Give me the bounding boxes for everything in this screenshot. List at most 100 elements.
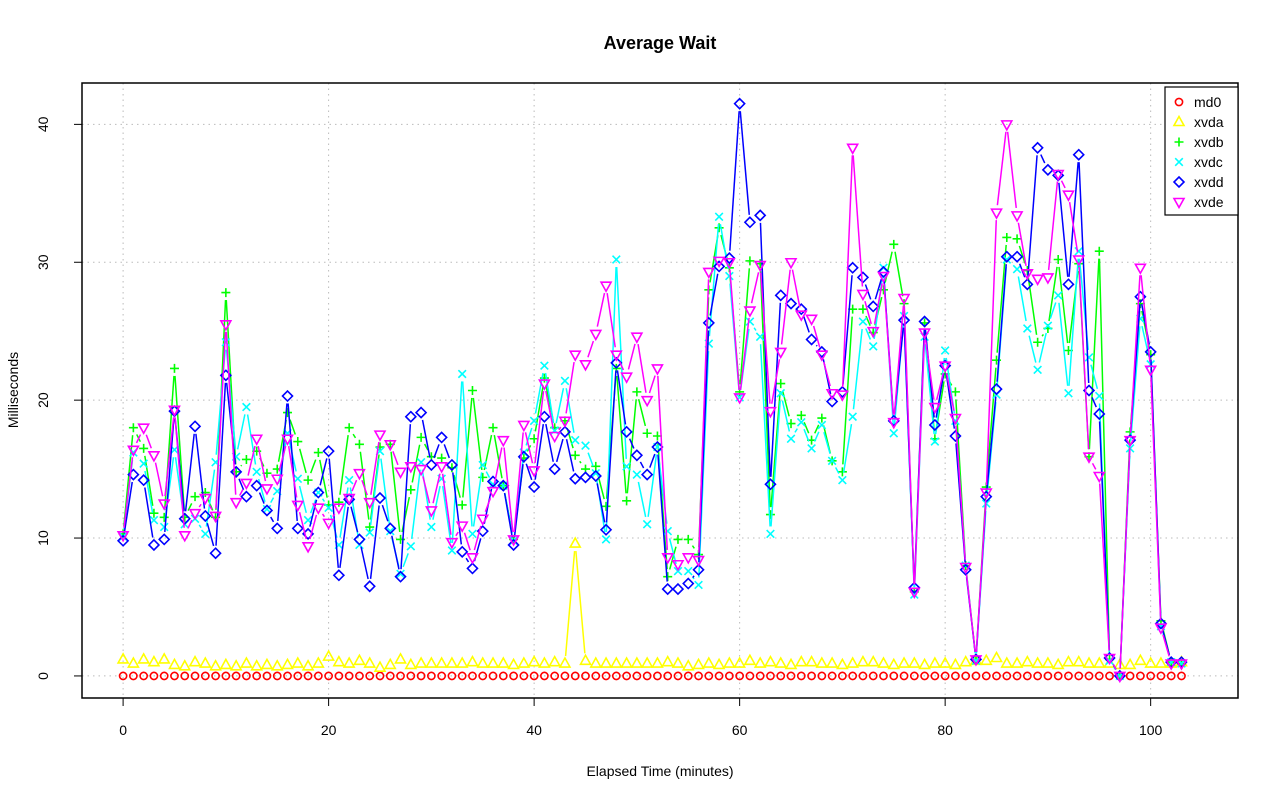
- series-line-segment: [1027, 155, 1038, 277]
- data-point: [601, 535, 611, 544]
- data-point: [663, 526, 673, 536]
- y-tick-label: 10: [35, 530, 51, 546]
- legend-item-xvda: xvda: [1172, 114, 1224, 130]
- data-point: [1051, 169, 1065, 182]
- data-point: [601, 501, 611, 511]
- data-point: [570, 671, 580, 681]
- data-point: [414, 464, 428, 477]
- data-point: [558, 425, 572, 438]
- series-line-segment: [955, 425, 966, 560]
- data-point: [979, 653, 993, 666]
- data-point: [127, 656, 140, 668]
- data-point: [681, 553, 695, 565]
- data-point: [149, 508, 159, 518]
- series-line-segment: [215, 331, 227, 509]
- data-point: [907, 587, 921, 599]
- data-point: [344, 423, 354, 433]
- series-line-segment: [350, 506, 359, 533]
- data-point: [211, 671, 220, 681]
- data-point: [455, 521, 469, 533]
- data-point: [159, 522, 169, 532]
- data-point: [303, 475, 313, 485]
- series-line-segment: [332, 513, 336, 518]
- data-point: [344, 475, 354, 485]
- data-point: [897, 314, 911, 327]
- data-point: [610, 356, 623, 370]
- data-point: [959, 655, 973, 667]
- x-tick-label: 80: [937, 722, 953, 738]
- data-point: [149, 671, 159, 681]
- data-point: [517, 656, 531, 668]
- data-point: [1082, 656, 1096, 668]
- series-line-segment: [1048, 266, 1058, 322]
- data-point: [1123, 657, 1137, 670]
- data-point: [527, 480, 541, 494]
- series-line-segment: [709, 273, 719, 316]
- data-point: [754, 209, 767, 222]
- data-point: [250, 479, 263, 492]
- series-line-segment: [455, 531, 459, 537]
- data-point: [971, 656, 981, 666]
- series-line-segment: [351, 479, 358, 492]
- data-point: [838, 475, 847, 485]
- data-point: [425, 506, 438, 518]
- series-line-segment: [258, 492, 265, 504]
- data-point: [478, 472, 488, 482]
- data-point: [260, 484, 274, 496]
- data-point: [1154, 617, 1168, 630]
- data-point: [630, 332, 644, 344]
- data-point: [1154, 656, 1168, 668]
- data-point: [1094, 246, 1104, 256]
- series-line-segment: [565, 439, 575, 472]
- data-point: [609, 350, 623, 362]
- data-point: [540, 361, 549, 371]
- data-point: [836, 390, 849, 402]
- data-point: [414, 406, 428, 419]
- data-point: [1041, 273, 1055, 285]
- data-point: [743, 216, 757, 229]
- series-line-segment: [924, 339, 935, 400]
- series-line-segment: [739, 317, 750, 391]
- data-point: [909, 671, 919, 681]
- data-point: [755, 332, 765, 342]
- data-point: [990, 382, 1003, 396]
- series-line-segment: [692, 575, 695, 578]
- series-line-segment: [432, 473, 441, 504]
- series-line-segment: [369, 458, 380, 526]
- data-point: [622, 461, 631, 471]
- data-point: [342, 656, 356, 668]
- series-line-segment: [410, 469, 421, 539]
- data-point: [1093, 407, 1106, 421]
- data-point: [858, 671, 868, 681]
- data-point: [486, 475, 500, 488]
- data-point: [538, 379, 551, 391]
- data-point: [560, 376, 570, 386]
- series-line-segment: [1041, 334, 1045, 337]
- series-line-segment: [555, 388, 565, 424]
- data-point: [416, 671, 426, 681]
- data-point: [1002, 255, 1012, 264]
- series-line-segment: [770, 400, 781, 527]
- data-point: [632, 671, 642, 681]
- data-point: [920, 671, 929, 681]
- series-line-segment: [935, 372, 945, 418]
- series-line-segment: [802, 316, 810, 333]
- data-point: [158, 533, 171, 546]
- data-point: [365, 528, 375, 537]
- data-point: [836, 385, 849, 399]
- data-point: [190, 492, 200, 502]
- data-point: [889, 671, 899, 681]
- series-line-segment: [794, 428, 798, 433]
- data-point: [270, 474, 284, 486]
- data-point: [622, 671, 632, 681]
- series-line-segment: [587, 452, 594, 467]
- data-point: [568, 350, 582, 362]
- data-point: [969, 655, 983, 667]
- data-point: [630, 656, 644, 668]
- data-point: [796, 410, 806, 420]
- data-point: [324, 671, 334, 681]
- series-line-segment: [1018, 245, 1026, 264]
- series-line-segment: [208, 504, 213, 510]
- data-point: [507, 535, 520, 547]
